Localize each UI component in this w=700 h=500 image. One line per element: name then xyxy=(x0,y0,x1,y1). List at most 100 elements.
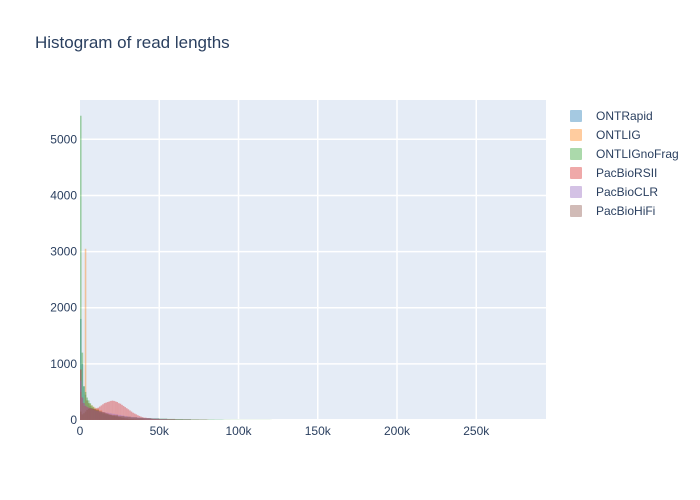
histogram-bar[interactable] xyxy=(114,401,117,420)
histogram-bar[interactable] xyxy=(175,419,191,420)
histogram-bar[interactable] xyxy=(114,414,119,420)
histogram-bar[interactable] xyxy=(80,318,82,420)
histogram-bar[interactable] xyxy=(106,413,109,420)
histogram-bar[interactable] xyxy=(83,403,85,420)
histogram-bar[interactable] xyxy=(118,417,122,420)
histogram-bar[interactable] xyxy=(86,406,88,420)
histogram-bar[interactable] xyxy=(137,415,139,420)
histogram-bar[interactable] xyxy=(81,414,84,420)
histogram-bar[interactable] xyxy=(121,415,125,420)
histogram-bar[interactable] xyxy=(81,397,84,420)
histogram-bar[interactable] xyxy=(143,418,152,420)
histogram-bar[interactable] xyxy=(138,415,141,420)
histogram-bar[interactable] xyxy=(94,407,96,420)
histogram-bar[interactable] xyxy=(143,418,152,420)
histogram-bar[interactable] xyxy=(83,386,85,420)
histogram-bar[interactable] xyxy=(87,403,90,420)
histogram-bar[interactable] xyxy=(87,407,90,420)
histogram-bar[interactable] xyxy=(81,403,84,420)
histogram-bar[interactable] xyxy=(167,419,176,420)
histogram-bar[interactable] xyxy=(143,417,147,420)
histogram-bar[interactable] xyxy=(99,411,103,420)
series-ontlig[interactable] xyxy=(80,248,209,420)
histogram-bar[interactable] xyxy=(151,418,160,420)
histogram-bar[interactable] xyxy=(103,412,106,420)
histogram-bar[interactable] xyxy=(137,417,144,420)
histogram-bar[interactable] xyxy=(108,414,111,420)
series-pacbioclr[interactable] xyxy=(80,380,209,420)
histogram-bar[interactable] xyxy=(130,417,138,420)
histogram-bar[interactable] xyxy=(143,418,152,420)
histogram-bar[interactable] xyxy=(110,414,112,420)
histogram-bar[interactable] xyxy=(105,413,109,420)
histogram-bar[interactable] xyxy=(137,418,144,420)
histogram-bar[interactable] xyxy=(190,419,199,420)
histogram-bar[interactable] xyxy=(146,418,150,420)
histogram-bar[interactable] xyxy=(95,411,100,420)
histogram-bar[interactable] xyxy=(111,414,119,420)
histogram-bar[interactable] xyxy=(102,412,106,420)
histogram-bar[interactable] xyxy=(91,405,93,420)
histogram-bar[interactable] xyxy=(108,415,112,420)
histogram-bar[interactable] xyxy=(198,419,207,420)
histogram-bar[interactable] xyxy=(102,412,106,420)
histogram-bar[interactable] xyxy=(156,419,160,420)
histogram-bar[interactable] xyxy=(92,406,95,420)
histogram-bar[interactable] xyxy=(99,411,103,420)
histogram-bar[interactable] xyxy=(159,419,168,420)
histogram-bar[interactable] xyxy=(119,403,122,420)
legend-item-ontlignofrag[interactable]: ONTLIGnoFrag xyxy=(570,144,679,163)
histogram-bar[interactable] xyxy=(92,408,95,420)
legend-item-ontlig[interactable]: ONTLIG xyxy=(570,125,679,144)
histogram-bar[interactable] xyxy=(89,405,92,420)
histogram-bar[interactable] xyxy=(100,411,103,420)
histogram-bar[interactable] xyxy=(84,405,87,420)
series-ontrapid[interactable] xyxy=(80,318,225,420)
histogram-bar[interactable] xyxy=(167,419,176,420)
histogram-bar[interactable] xyxy=(159,418,168,420)
histogram-bar[interactable] xyxy=(87,400,90,420)
histogram-bar[interactable] xyxy=(89,408,92,420)
histogram-bar[interactable] xyxy=(151,418,160,420)
histogram-bar[interactable] xyxy=(108,414,112,420)
histogram-bar[interactable] xyxy=(124,416,131,420)
histogram-bar[interactable] xyxy=(111,415,119,420)
histogram-bar[interactable] xyxy=(95,409,100,420)
histogram-bar[interactable] xyxy=(91,407,93,420)
histogram-bar[interactable] xyxy=(99,410,103,420)
histogram-bar[interactable] xyxy=(81,363,84,420)
histogram-bar[interactable] xyxy=(122,405,125,420)
histogram-bar[interactable] xyxy=(121,417,125,420)
histogram-bar[interactable] xyxy=(167,418,176,420)
histogram-bar[interactable] xyxy=(130,417,138,420)
histogram-bar[interactable] xyxy=(91,405,93,420)
histogram-bar[interactable] xyxy=(87,408,90,420)
series-ontlignofrag[interactable] xyxy=(80,115,272,420)
histogram-bar[interactable] xyxy=(94,409,96,420)
histogram-bar[interactable] xyxy=(92,408,95,420)
histogram-bar[interactable] xyxy=(83,413,85,420)
histogram-bar[interactable] xyxy=(124,407,126,420)
histogram-bar[interactable] xyxy=(129,410,131,420)
histogram-bar[interactable] xyxy=(149,418,153,420)
histogram-bar[interactable] xyxy=(91,409,93,420)
histogram-bar[interactable] xyxy=(105,413,107,420)
histogram-bar[interactable] xyxy=(141,417,144,420)
legend-item-ontrapid[interactable]: ONTRapid xyxy=(570,106,679,125)
histogram-bar[interactable] xyxy=(130,416,134,420)
histogram-bar[interactable] xyxy=(151,418,160,420)
histogram-bar[interactable] xyxy=(94,410,96,420)
histogram-bar[interactable] xyxy=(99,406,101,420)
histogram-bar[interactable] xyxy=(183,419,191,420)
histogram-bar[interactable] xyxy=(159,418,176,420)
histogram-bar[interactable] xyxy=(95,411,100,420)
legend-item-pacbiohifi[interactable]: PacBioHiFi xyxy=(570,201,679,220)
histogram-bar[interactable] xyxy=(114,416,119,420)
histogram-bar[interactable] xyxy=(86,409,88,420)
histogram-bar[interactable] xyxy=(111,400,114,420)
histogram-bar[interactable] xyxy=(94,408,96,420)
histogram-bar[interactable] xyxy=(130,419,134,420)
histogram-bar[interactable] xyxy=(92,409,95,420)
histogram-bar[interactable] xyxy=(84,394,87,420)
histogram-bar[interactable] xyxy=(130,417,138,420)
